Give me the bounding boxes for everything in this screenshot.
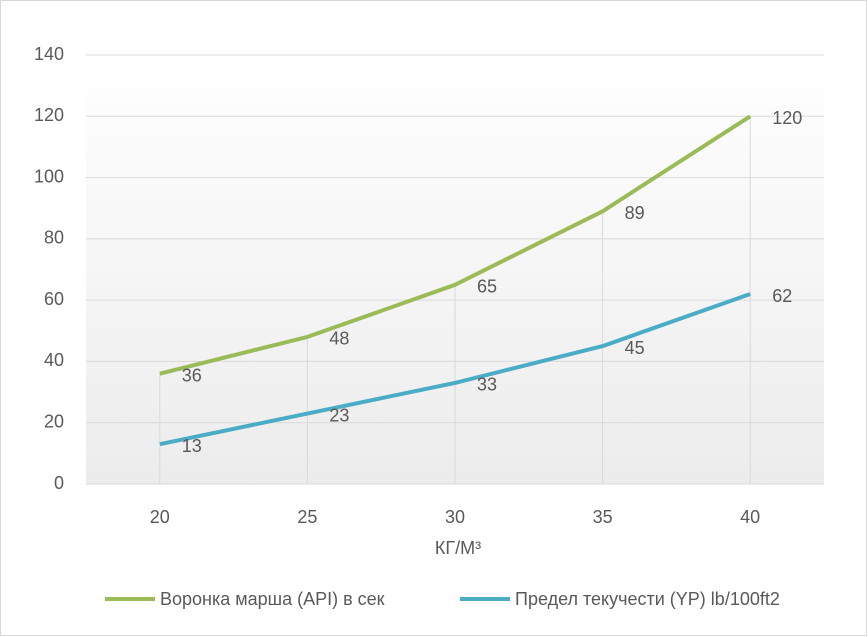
x-tick-label: 20 [150,507,170,527]
data-label: 33 [477,375,497,395]
x-tick-label: 30 [445,507,465,527]
data-label: 23 [329,405,349,425]
y-tick-label: 140 [34,44,64,64]
x-tick-label: 40 [740,507,760,527]
data-label: 89 [625,203,645,223]
x-axis-title: КГ/М³ [435,538,481,558]
y-tick-label: 120 [34,105,64,125]
data-label: 45 [625,338,645,358]
x-tick-label: 25 [297,507,317,527]
y-tick-label: 40 [44,350,64,370]
data-label: 36 [182,365,202,385]
data-label: 48 [329,329,349,349]
data-label: 65 [477,277,497,297]
series-line [159,114,752,376]
y-tick-label: 20 [44,411,64,431]
legend-label: Предел текучести (YP) lb/100ft2 [515,589,780,609]
y-tick-label: 60 [44,289,64,309]
data-label: 120 [772,108,802,128]
legend-label: Воронка марша (API) в сек [160,589,385,609]
data-label: 13 [182,436,202,456]
series-line [159,292,751,447]
y-tick-label: 80 [44,228,64,248]
y-tick-label: 0 [54,473,64,493]
y-tick-label: 100 [34,166,64,186]
x-tick-label: 35 [593,507,613,527]
data-label: 62 [772,286,792,306]
